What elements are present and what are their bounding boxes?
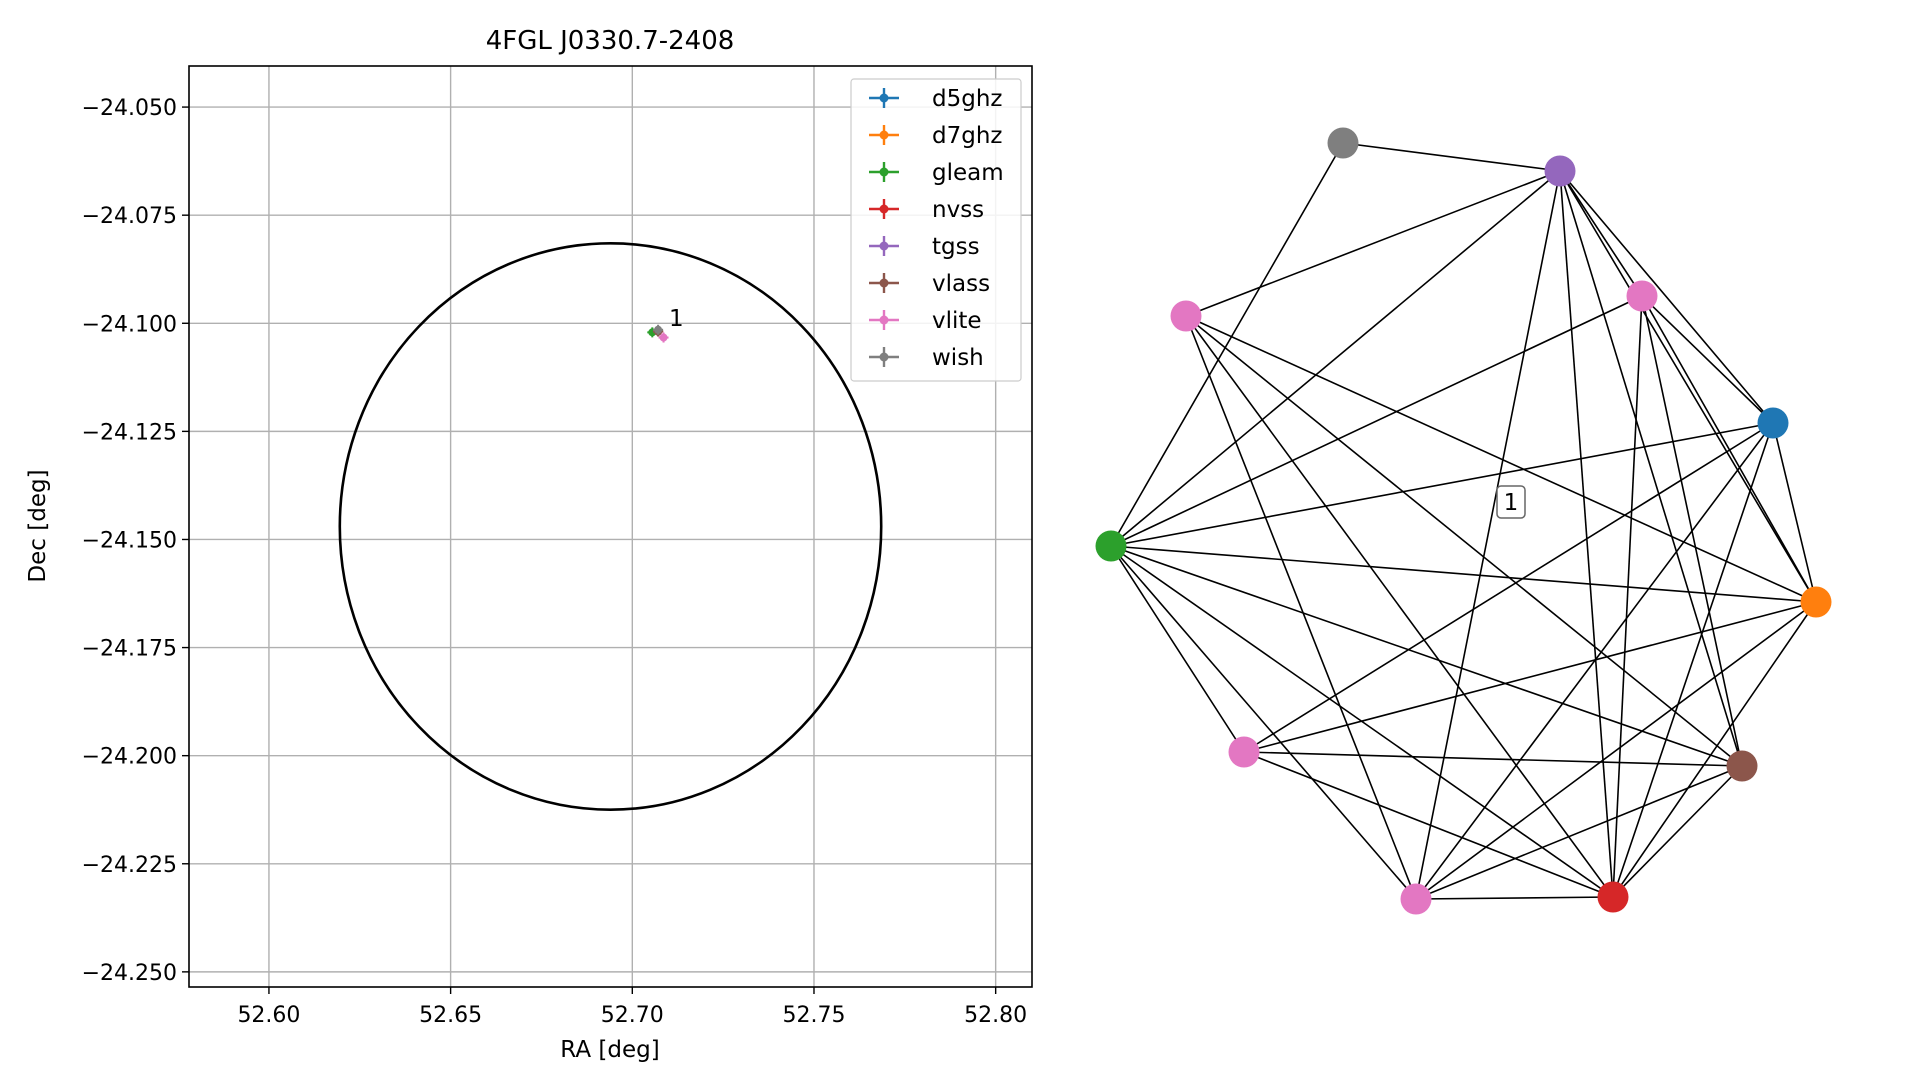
legend-label-wish: wish xyxy=(932,345,984,371)
legend-marker-nvss xyxy=(879,204,889,214)
legend-label-gleam: gleam xyxy=(932,160,1004,186)
graph-edge xyxy=(1342,142,1561,172)
legend-label-d7ghz: d7ghz xyxy=(932,123,1002,149)
y-tick-label: −24.100 xyxy=(82,312,177,337)
point-wish xyxy=(654,325,663,334)
y-tick-label: −24.150 xyxy=(82,528,177,553)
graph-node xyxy=(1095,530,1127,562)
graph-nodes xyxy=(1095,127,1832,915)
legend-label-vlite: vlite xyxy=(932,308,982,334)
graph-node xyxy=(1597,881,1629,913)
legend-label-nvss: nvss xyxy=(932,197,984,223)
graph-edge xyxy=(1185,315,1817,603)
legend-marker-gleam xyxy=(879,167,889,177)
y-axis-label: Dec [deg] xyxy=(25,469,51,582)
graph-edge xyxy=(1612,422,1774,898)
legend-marker-d7ghz xyxy=(879,130,889,140)
graph-edge xyxy=(1110,545,1417,900)
graph-edge xyxy=(1415,765,1743,900)
localization-ellipse-layer xyxy=(338,241,883,812)
graph-edges xyxy=(1110,142,1817,900)
legend-label-tgss: tgss xyxy=(932,234,980,260)
graph-node xyxy=(1170,300,1202,332)
graph-edge xyxy=(1559,170,1817,603)
legend-marker-tgss xyxy=(879,241,889,251)
graph-edge xyxy=(1415,422,1774,900)
legend: d5ghz d7ghz gleam nvss tgss vlass vlite wish xyxy=(850,78,1022,382)
graph-edge xyxy=(1110,422,1774,547)
graph-node xyxy=(1327,127,1359,159)
graph-edge xyxy=(1243,751,1614,898)
graph-node xyxy=(1757,407,1789,439)
graph-edge xyxy=(1772,422,1817,603)
graph-edge xyxy=(1559,170,1743,767)
graph-edge xyxy=(1559,170,1774,424)
y-tick-label: −24.200 xyxy=(82,745,177,770)
y-tick-label: −24.125 xyxy=(82,420,177,445)
x-tick-label: 52.75 xyxy=(782,1003,845,1028)
graph-edge xyxy=(1110,295,1643,547)
y-tick-label: −24.050 xyxy=(82,96,177,121)
graph-edge xyxy=(1415,170,1561,900)
plot-title: 4FGL J0330.7-2408 xyxy=(486,26,735,56)
graph-label-box: 1 xyxy=(1496,485,1526,519)
network-graph: 1 xyxy=(1095,127,1832,915)
graph-edge xyxy=(1243,751,1743,767)
axes-frame xyxy=(188,65,1033,988)
graph-edge xyxy=(1559,170,1643,297)
point-vlite xyxy=(659,333,668,342)
axis-ticks: 52.60 52.65 52.70 52.75 52.80 −24.050 −24.075 −… xyxy=(82,96,1028,1028)
graph-edge xyxy=(1612,601,1817,898)
graph-edge xyxy=(1110,545,1817,603)
graph-edge xyxy=(1415,601,1817,900)
graph-edge xyxy=(1612,295,1643,898)
graph-label-frame xyxy=(1496,485,1526,519)
graph-node xyxy=(1626,280,1658,312)
graph-node xyxy=(1726,750,1758,782)
graph-edge xyxy=(1641,295,1774,424)
legend-marker-d5ghz xyxy=(879,93,889,103)
legend-label-d5ghz: d5ghz xyxy=(932,86,1002,112)
graph-edge xyxy=(1243,601,1817,753)
graph-edge xyxy=(1641,295,1817,603)
x-axis-label: RA [deg] xyxy=(560,1037,659,1063)
graph-label: 1 xyxy=(1504,490,1519,516)
graph-node xyxy=(1400,883,1432,915)
graph-edge xyxy=(1612,765,1743,898)
localization-ellipse xyxy=(338,241,883,812)
graph-node xyxy=(1228,736,1260,768)
graph-node xyxy=(1800,586,1832,618)
y-tick-label: −24.250 xyxy=(82,961,177,986)
legend-marker-vlite xyxy=(879,315,889,325)
y-tick-label: −24.075 xyxy=(82,204,177,229)
graph-edge xyxy=(1110,545,1245,753)
x-tick-label: 52.65 xyxy=(419,1003,482,1028)
y-tick-label: −24.225 xyxy=(82,853,177,878)
graph-edge xyxy=(1185,315,1743,767)
graph-edge xyxy=(1559,170,1614,898)
graph-edge xyxy=(1110,545,1743,767)
legend-marker-vlass xyxy=(879,278,889,288)
x-tick-label: 52.60 xyxy=(237,1003,300,1028)
y-tick-label: −24.175 xyxy=(82,637,177,662)
graph-edge xyxy=(1243,422,1774,753)
graph-edge xyxy=(1185,315,1417,900)
legend-marker-wish xyxy=(879,352,889,362)
graph-edge xyxy=(1415,896,1614,900)
graph-edge xyxy=(1185,315,1614,898)
x-tick-label: 52.80 xyxy=(964,1003,1027,1028)
graph-edge xyxy=(1185,170,1561,317)
x-tick-label: 52.70 xyxy=(601,1003,664,1028)
legend-box xyxy=(850,78,1022,382)
sky-position-plot: 4FGL J0330.7-2408 1 52.60 52.65 52.70 52.75… xyxy=(25,26,1033,1063)
point-annotation: 1 xyxy=(669,306,684,332)
legend-label-vlass: vlass xyxy=(932,271,990,297)
data-points: 1 xyxy=(647,306,684,343)
graph-edge xyxy=(1110,142,1344,547)
graph-edge xyxy=(1110,170,1561,547)
graph-node xyxy=(1544,155,1576,187)
